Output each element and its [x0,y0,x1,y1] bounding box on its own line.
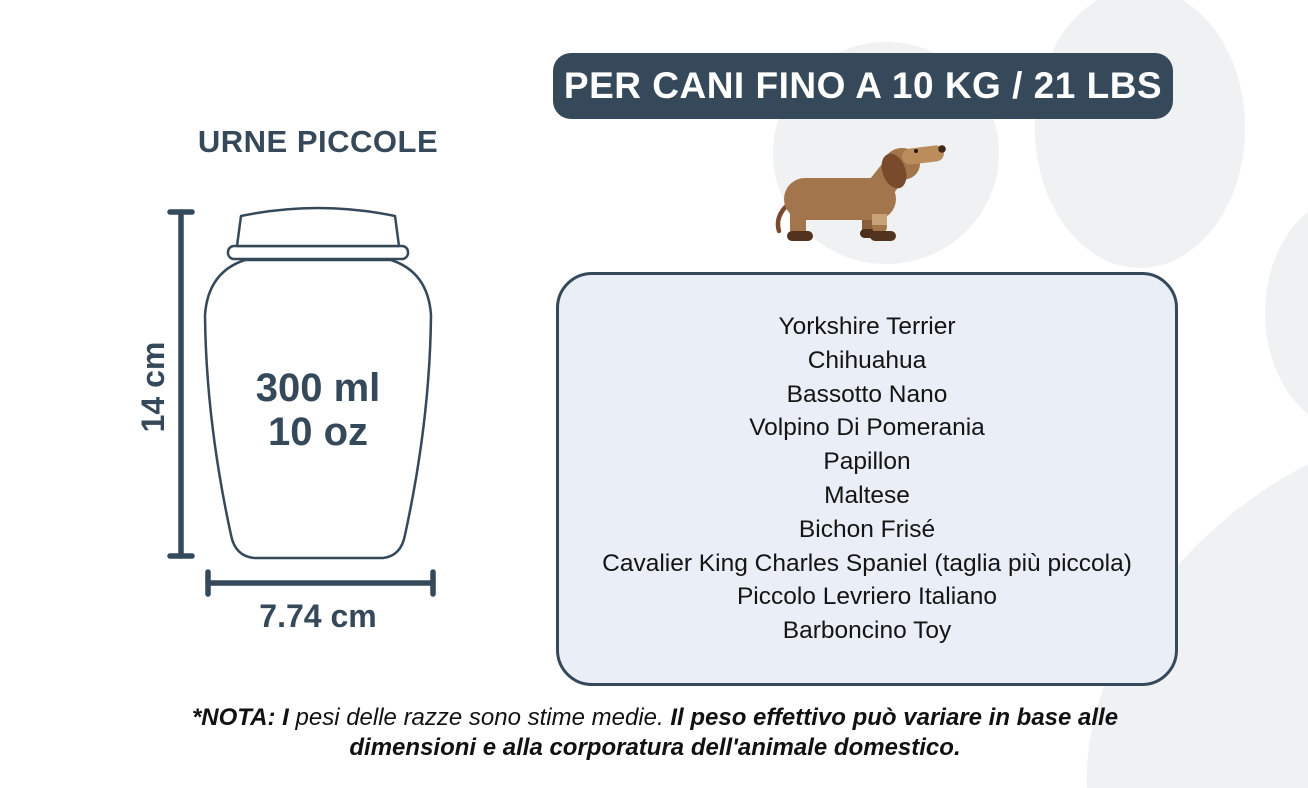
note-bold-main: Il peso effettivo può variare in base al… [349,704,1119,761]
breed-item: Yorkshire Terrier [778,313,956,341]
breed-item: Volpino Di Pomerania [749,414,985,442]
urn-section-title: URNE PICCOLE [197,124,439,159]
banner-label: PER CANI FINO A 10 KG / 21 LBS [563,65,1163,106]
urn-diagram [167,206,436,597]
urn-volume: 300 ml 10 oz [198,366,438,454]
urn-lid-outline [235,206,401,248]
breed-item: Bassotto Nano [786,380,948,408]
urn-volume-oz: 10 oz [267,410,369,454]
dog-front-paw [870,231,896,241]
note-text: *NOTA: I pesi delle razze sono stime med… [190,703,1120,763]
breed-item: Bichon Frisé [798,515,936,543]
size-banner: PER CANI FINO A 10 KG / 21 LBS [553,53,1173,119]
paw-toe-shape [1265,193,1308,433]
width-dimension-line [205,569,436,597]
note-regular: pesi delle razze sono stime medie. [288,704,671,731]
urn-height-label: 14 cm [134,341,171,433]
breed-item: Maltese [824,482,910,509]
breed-item: Barboncino Toy [782,617,952,645]
urn-volume-ml: 300 ml [255,366,381,410]
dachshund-illustration [775,145,946,241]
dog-eye [914,149,918,153]
breed-item: Piccolo Levriero Italiano [736,583,998,611]
dog-body [784,178,896,220]
dog-nose [938,145,946,153]
urn-rim-outline [226,244,410,261]
breed-item: Papillon [823,448,911,476]
urn-width-label: 7.74 cm [259,598,377,634]
breed-item: Cavalier King Charles Spaniel (taglia pi… [602,549,1132,577]
dog-ankle-band [872,214,887,225]
breed-item: Chihuahua [807,346,927,374]
dog-hind-paw [787,231,813,241]
breed-list-box: Yorkshire Terrier Chihuahua Bassotto Nano V… [556,272,1178,686]
urn-body-outline [203,258,433,560]
height-dimension-line [167,209,195,559]
dog-ear [881,153,907,189]
note-bold-prefix: *NOTA: I [191,704,289,731]
paw-toe-shape [1035,0,1245,268]
dog-muzzle [902,145,944,165]
